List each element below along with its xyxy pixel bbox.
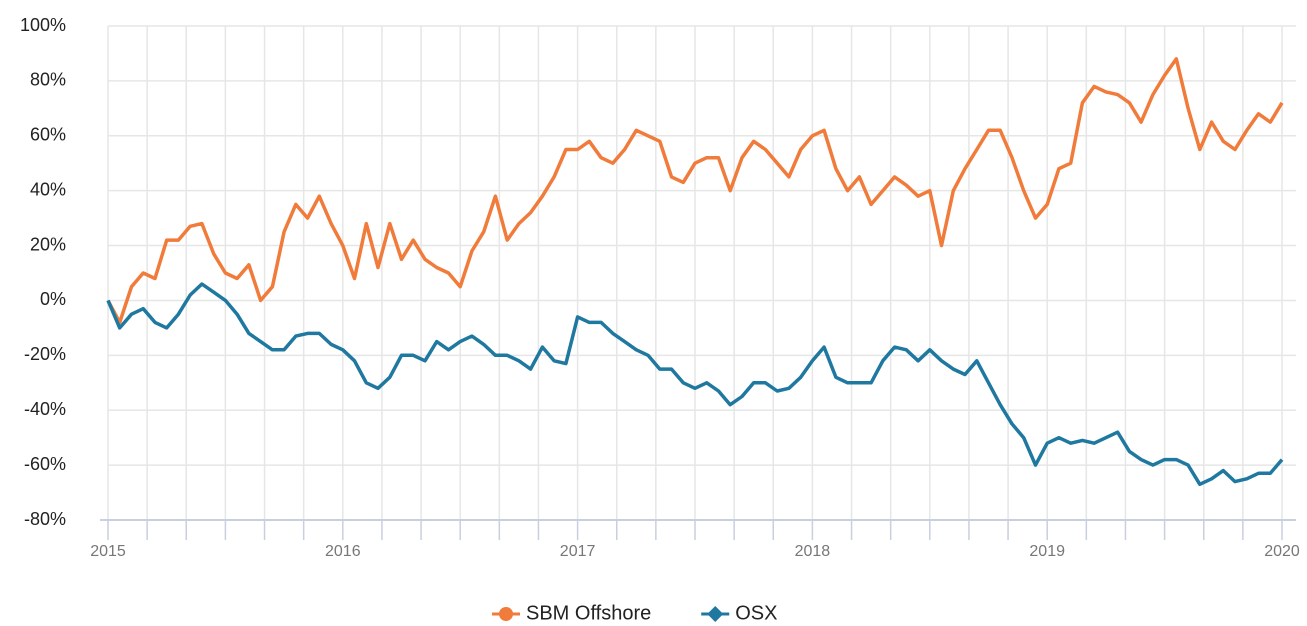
x-tick-label: 2017 [560, 543, 596, 560]
series-line [106, 282, 1284, 487]
x-tick-label: 2019 [1029, 543, 1065, 560]
y-tick-label: 80% [30, 70, 66, 90]
y-tick-label: -80% [24, 509, 66, 529]
legend-marker [499, 607, 513, 621]
y-tick-label: 0% [40, 289, 66, 309]
series-line [106, 57, 1284, 325]
y-tick-label: -20% [24, 344, 66, 364]
x-tick-label: 2018 [795, 543, 831, 560]
legend-marker [707, 606, 724, 622]
y-tick-label: -40% [24, 399, 66, 419]
legend-label: OSX [735, 602, 777, 624]
x-tick-label: 2020 [1264, 543, 1300, 560]
x-tick-label: 2016 [325, 543, 361, 560]
y-tick-label: -60% [24, 454, 66, 474]
y-tick-label: 100% [20, 15, 66, 35]
x-tick-label: 2015 [90, 543, 126, 560]
y-tick-label: 60% [30, 125, 66, 145]
legend-label: SBM Offshore [526, 602, 651, 624]
y-tick-label: 20% [30, 234, 66, 254]
y-tick-label: 40% [30, 179, 66, 199]
